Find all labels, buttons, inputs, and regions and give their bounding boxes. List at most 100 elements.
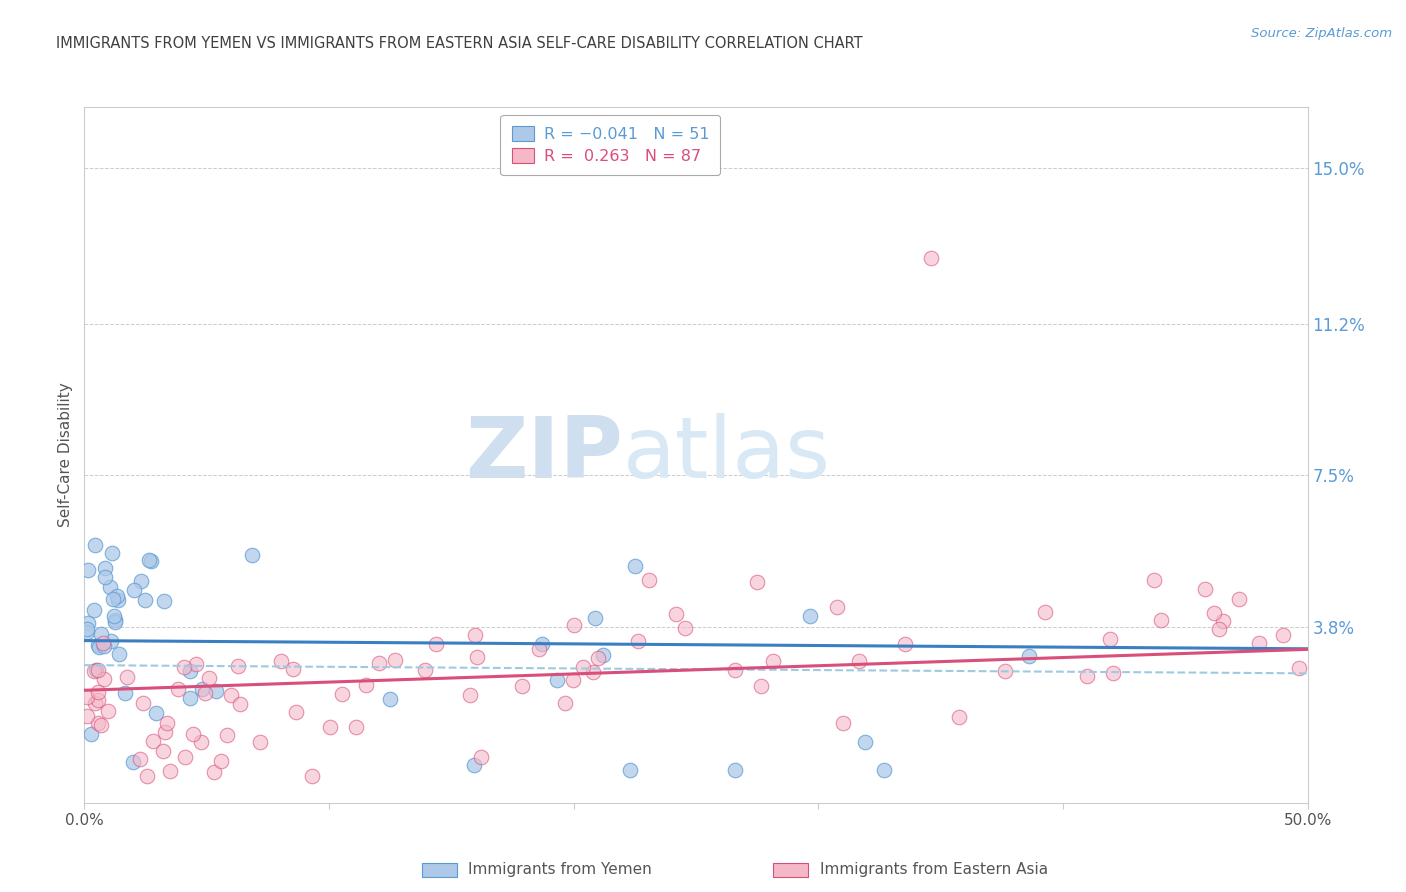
Point	[173, 659, 195, 673]
Text: Immigrants from Yemen: Immigrants from Yemen	[468, 863, 652, 877]
Point	[413, 664, 436, 678]
Point	[582, 665, 605, 679]
Point	[101, 591, 124, 606]
Point	[209, 755, 232, 769]
Point	[853, 734, 876, 748]
Point	[301, 769, 323, 783]
Point	[156, 716, 179, 731]
Point	[122, 755, 145, 769]
Point	[100, 634, 122, 648]
Point	[1018, 648, 1040, 663]
Point	[281, 662, 304, 676]
Point	[105, 589, 128, 603]
Point	[318, 720, 340, 734]
Point	[1101, 665, 1123, 680]
Point	[425, 637, 447, 651]
Point	[1098, 632, 1121, 647]
Point	[470, 750, 492, 764]
Point	[152, 744, 174, 758]
Point	[619, 763, 641, 777]
Text: Source: ZipAtlas.com: Source: ZipAtlas.com	[1251, 27, 1392, 40]
Point	[368, 657, 391, 671]
Point	[124, 583, 146, 598]
Point	[1194, 582, 1216, 596]
Point	[114, 686, 136, 700]
Point	[637, 573, 659, 587]
Text: IMMIGRANTS FROM YEMEN VS IMMIGRANTS FROM EASTERN ASIA SELF-CARE DISABILITY CORRE: IMMIGRANTS FROM YEMEN VS IMMIGRANTS FROM…	[56, 36, 863, 51]
Point	[378, 692, 401, 706]
Point	[1288, 661, 1310, 675]
Point	[219, 688, 242, 702]
Point	[87, 638, 110, 652]
Point	[97, 704, 120, 718]
Point	[87, 716, 110, 731]
Point	[174, 750, 197, 764]
Point	[190, 735, 212, 749]
Point	[920, 252, 942, 266]
Point	[179, 664, 201, 678]
Point	[527, 642, 550, 657]
Point	[242, 548, 264, 562]
Point	[673, 621, 696, 635]
Point	[98, 581, 121, 595]
Point	[186, 657, 208, 672]
Point	[531, 637, 554, 651]
Point	[724, 763, 747, 777]
Text: ZIP: ZIP	[465, 413, 623, 497]
Point	[561, 673, 583, 687]
Point	[86, 663, 108, 677]
Point	[465, 650, 488, 665]
Point	[76, 622, 98, 636]
Point	[129, 752, 152, 766]
Point	[138, 553, 160, 567]
Point	[217, 728, 239, 742]
Point	[546, 673, 568, 687]
Point	[107, 593, 129, 607]
Point	[825, 600, 848, 615]
Point	[194, 686, 217, 700]
Point	[356, 678, 378, 692]
Point	[191, 682, 214, 697]
Point	[166, 681, 188, 696]
Point	[249, 735, 271, 749]
Point	[762, 654, 785, 668]
Point	[159, 764, 181, 779]
Point	[205, 684, 228, 698]
Point	[202, 764, 225, 779]
Point	[90, 626, 112, 640]
Point	[87, 685, 110, 699]
Point	[1247, 636, 1270, 650]
Point	[153, 593, 176, 607]
Point	[627, 634, 650, 648]
Point	[94, 561, 117, 575]
Point	[285, 705, 308, 719]
Point	[132, 696, 155, 710]
Point	[139, 554, 162, 568]
Point	[129, 574, 152, 588]
Point	[89, 640, 111, 655]
Text: atlas: atlas	[623, 413, 831, 497]
Point	[1033, 605, 1056, 619]
Point	[134, 592, 156, 607]
Point	[1272, 628, 1295, 642]
Point	[571, 660, 593, 674]
Point	[831, 715, 853, 730]
Point	[181, 726, 204, 740]
Point	[179, 691, 201, 706]
Point	[142, 734, 165, 748]
Point	[624, 558, 647, 573]
Point	[1208, 622, 1230, 636]
Point	[76, 563, 98, 577]
Point	[270, 655, 292, 669]
Point	[1150, 613, 1173, 627]
Point	[93, 672, 115, 686]
Point	[848, 654, 870, 668]
Legend: R = −0.041   N = 51, R =  0.263   N = 87: R = −0.041 N = 51, R = 0.263 N = 87	[501, 115, 720, 175]
Point	[226, 659, 249, 673]
Point	[330, 687, 353, 701]
Point	[153, 725, 176, 739]
Point	[84, 663, 107, 677]
Point	[1143, 574, 1166, 588]
Point	[93, 640, 115, 654]
Point	[344, 720, 367, 734]
